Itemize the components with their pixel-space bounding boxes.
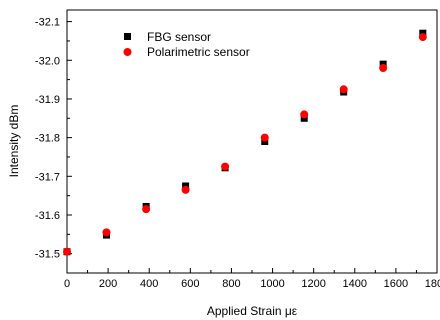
y-tick-label: -31.5 xyxy=(35,249,60,261)
x-tick-label: 1000 xyxy=(260,278,284,290)
x-tick-label: 1800 xyxy=(425,278,440,290)
x-tick-label: 1400 xyxy=(343,278,367,290)
polarimetric-sensor-point xyxy=(221,162,230,171)
x-tick-label: 200 xyxy=(99,278,117,290)
x-axis-label: Applied Strain με xyxy=(207,304,298,318)
polarimetric-sensor-point xyxy=(418,33,427,42)
polarimetric-sensor-point xyxy=(379,64,388,73)
y-tick-label: -31.7 xyxy=(35,171,60,183)
legend-fbg-marker xyxy=(124,33,131,40)
data-points xyxy=(63,29,427,256)
x-tick-label: 400 xyxy=(140,278,158,290)
polarimetric-sensor-point xyxy=(260,133,269,142)
x-tick-label: 1200 xyxy=(301,278,325,290)
legend-polarimetric-marker xyxy=(123,48,132,56)
legend-fbg-label: FBG sensor xyxy=(147,30,211,44)
polarimetric-sensor-point xyxy=(102,228,111,237)
legend: FBG sensor Polarimetric sensor xyxy=(123,30,250,59)
plot-frame xyxy=(66,9,438,274)
x-axis-ticks: 0 200 400 600 800 1000 1200 1400 1600 1800 xyxy=(64,268,440,290)
y-axis-ticks: -31.5 -31.6 -31.7 -31.8 -31.9 -32.0 -32.1 xyxy=(35,17,72,261)
y-tick-label: -31.8 xyxy=(35,133,60,145)
x-tick-label: 600 xyxy=(181,278,199,290)
y-axis-label: Intensity dBm xyxy=(7,105,21,178)
polarimetric-sensor-point xyxy=(300,110,309,119)
y-tick-label: -32.0 xyxy=(35,55,60,67)
polarimetric-sensor-point xyxy=(339,85,348,94)
polarimetric-sensor-point xyxy=(181,185,190,194)
y-tick-label: -31.6 xyxy=(35,210,60,222)
x-tick-label: 800 xyxy=(222,278,240,290)
x-tick-label: 1600 xyxy=(384,278,408,290)
y-tick-label: -31.9 xyxy=(35,94,60,106)
x-tick-label: 0 xyxy=(64,278,70,290)
y-tick-label: -32.1 xyxy=(35,17,60,29)
polarimetric-sensor-point xyxy=(142,205,151,214)
polarimetric-sensor-point xyxy=(63,247,71,256)
legend-polarimetric-label: Polarimetric sensor xyxy=(147,45,250,59)
